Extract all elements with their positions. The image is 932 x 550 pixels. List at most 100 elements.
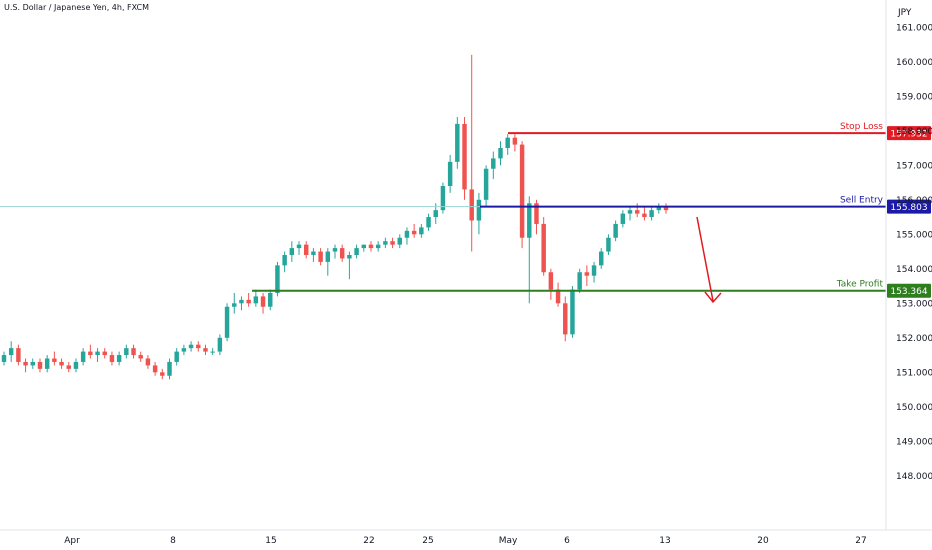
- candle-body: [570, 289, 575, 335]
- candle: [476, 192, 482, 235]
- candle: [440, 182, 446, 214]
- x-tick-label: 6: [564, 536, 570, 546]
- level-price-value: 157.932: [890, 130, 927, 140]
- candle: [347, 251, 352, 280]
- candle-body: [160, 372, 165, 376]
- candle: [584, 265, 590, 287]
- candle: [102, 348, 107, 359]
- y-tick-label: 151.000: [896, 368, 932, 378]
- candle-body: [656, 206, 662, 211]
- candle-body: [59, 361, 64, 366]
- candle: [318, 248, 323, 266]
- candle: [555, 282, 561, 307]
- candle-body: [426, 217, 431, 228]
- candle-body: [555, 289, 561, 304]
- candle: [30, 358, 36, 369]
- y-tick-label: 156.000: [896, 196, 932, 206]
- candle: [73, 358, 79, 373]
- candle: [613, 220, 618, 242]
- candle: [8, 341, 14, 362]
- candle-body: [577, 272, 582, 290]
- candle: [246, 292, 251, 307]
- candle: [397, 234, 402, 249]
- candle-body: [275, 265, 280, 293]
- candle-body: [88, 351, 93, 356]
- level-price-tag: [887, 126, 931, 141]
- candle-body: [167, 361, 172, 376]
- candle: [188, 341, 194, 352]
- candle-body: [347, 255, 352, 259]
- candle-body: [469, 189, 474, 221]
- candle-body: [512, 137, 518, 145]
- candle-body: [462, 123, 467, 190]
- candle-body: [73, 361, 79, 369]
- candle-body: [534, 203, 539, 224]
- candle: [145, 355, 151, 369]
- level-label: Take Profit: [836, 280, 884, 290]
- candle: [224, 303, 230, 342]
- projection-arrow[interactable]: [696, 216, 714, 302]
- candle-body: [505, 137, 510, 149]
- x-tick-label: 15: [265, 536, 276, 546]
- candle-body: [548, 272, 554, 290]
- candle: [109, 351, 115, 366]
- candle-body: [491, 158, 496, 169]
- candle: [361, 244, 367, 252]
- y-tick-label: 149.000: [896, 437, 932, 447]
- x-tick-label: 20: [757, 536, 769, 546]
- y-tick-label: 159.000: [896, 92, 932, 102]
- currency-label: JPY: [897, 8, 912, 18]
- candle: [541, 217, 546, 276]
- candle-body: [325, 251, 331, 262]
- candle-body: [541, 223, 546, 273]
- candle-body: [519, 144, 525, 238]
- candle: [268, 289, 273, 311]
- candle-body: [563, 303, 568, 335]
- candle-body: [311, 251, 316, 255]
- candle: [505, 134, 510, 155]
- candle: [52, 351, 57, 366]
- candle: [663, 203, 669, 214]
- candle: [23, 358, 28, 373]
- candle: [498, 141, 503, 166]
- candle-body: [332, 248, 338, 252]
- candle: [167, 358, 172, 380]
- candle: [174, 348, 179, 366]
- candle-body: [16, 348, 21, 362]
- candle-body: [627, 210, 633, 214]
- candle: [131, 344, 136, 359]
- candle-body: [246, 299, 251, 304]
- candle: [455, 117, 460, 169]
- candle: [606, 234, 611, 255]
- level-price-value: 153.364: [890, 287, 927, 297]
- x-tick-label: May: [499, 536, 518, 546]
- candle-body: [296, 244, 302, 249]
- level-price-value: 155.803: [890, 203, 927, 213]
- candle-body: [217, 337, 223, 352]
- x-tick-label: 22: [363, 536, 374, 546]
- x-tick-label: 25: [422, 536, 433, 546]
- candle-body: [181, 348, 187, 352]
- candle: [289, 241, 295, 262]
- candle: [95, 348, 100, 362]
- candle: [375, 241, 381, 252]
- candle: [512, 134, 518, 152]
- candle-body: [527, 203, 532, 238]
- candle-body: [1, 355, 7, 362]
- candle: [519, 141, 525, 249]
- candle-body: [584, 272, 590, 276]
- candle: [239, 296, 244, 311]
- x-tick-label: 13: [659, 536, 670, 546]
- candle-body: [109, 355, 115, 362]
- y-tick-label: 153.000: [896, 299, 932, 309]
- candle-body: [44, 358, 50, 369]
- x-tick-label: 27: [855, 536, 866, 546]
- candle: [138, 351, 143, 362]
- candle: [634, 203, 640, 218]
- candle-body: [649, 210, 654, 218]
- level-label: Sell Entry: [840, 196, 884, 206]
- candle: [217, 334, 223, 356]
- candle-body: [599, 251, 604, 266]
- candle: [649, 206, 654, 221]
